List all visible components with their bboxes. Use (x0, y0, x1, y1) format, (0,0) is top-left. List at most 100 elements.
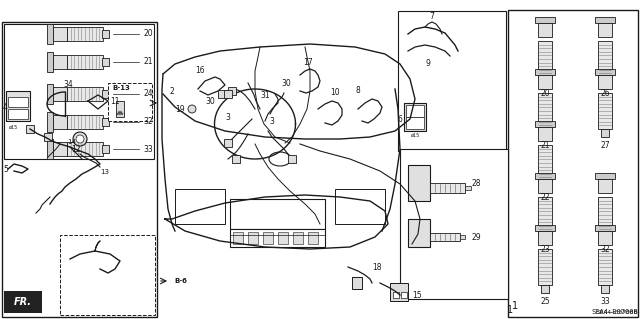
Text: 9: 9 (426, 59, 431, 68)
Text: 6: 6 (397, 115, 402, 123)
Text: 26: 26 (600, 89, 610, 98)
Text: B-13: B-13 (112, 85, 130, 91)
Ellipse shape (269, 152, 291, 166)
Bar (2, 22, 157, 317)
Bar (598, 75, 612, 89)
Bar (230, 199, 325, 229)
Text: 25: 25 (540, 297, 550, 306)
Bar (538, 231, 552, 245)
Bar (308, 232, 318, 244)
Text: SEA4–E0700B: SEA4–E0700B (591, 309, 638, 315)
Text: 32: 32 (143, 117, 152, 127)
Ellipse shape (73, 132, 87, 146)
Bar (47, 112, 53, 132)
Bar (102, 118, 109, 126)
Bar (230, 229, 325, 247)
Bar (288, 155, 296, 163)
Bar (601, 129, 609, 137)
Bar (53, 142, 67, 156)
Bar (102, 58, 109, 66)
Bar (53, 27, 67, 41)
Bar (248, 232, 258, 244)
Bar (595, 17, 615, 23)
Text: 31: 31 (260, 91, 270, 100)
Bar (538, 41, 552, 77)
Bar (598, 249, 612, 285)
Bar (538, 179, 552, 193)
Bar (263, 232, 273, 244)
Bar (406, 117, 424, 129)
Bar (508, 10, 638, 317)
Text: 17: 17 (303, 58, 313, 67)
Text: 1: 1 (507, 305, 513, 315)
Bar (408, 219, 430, 247)
Bar (8, 109, 28, 119)
Bar (67, 27, 103, 41)
Text: 24: 24 (143, 90, 152, 99)
Text: 2: 2 (170, 86, 174, 95)
Bar (541, 285, 549, 293)
Text: 21: 21 (540, 141, 550, 150)
Bar (228, 87, 236, 95)
Bar (460, 235, 465, 239)
Bar (401, 292, 407, 298)
Bar (535, 69, 555, 75)
Bar (102, 90, 109, 98)
Bar (601, 77, 609, 85)
Bar (538, 145, 552, 181)
Bar (538, 197, 552, 233)
Text: B-6: B-6 (174, 278, 187, 284)
Ellipse shape (76, 135, 84, 143)
Bar (538, 249, 552, 285)
Text: 32: 32 (600, 245, 610, 254)
Bar (67, 142, 103, 156)
Bar (541, 233, 549, 241)
Bar (116, 101, 124, 117)
Bar (538, 23, 552, 37)
Text: 33: 33 (600, 297, 610, 306)
Text: 20: 20 (540, 89, 550, 98)
Bar (598, 23, 612, 37)
Bar (53, 55, 67, 69)
Bar (233, 232, 243, 244)
Bar (102, 145, 109, 153)
Bar (6, 91, 30, 121)
Text: 15: 15 (412, 291, 422, 300)
Text: 3: 3 (269, 116, 275, 125)
Bar (541, 181, 549, 189)
Bar (108, 83, 152, 121)
Bar (175, 189, 225, 224)
Text: SEA4–E0700B: SEA4–E0700B (596, 310, 638, 315)
Bar (535, 17, 555, 23)
Bar (406, 105, 424, 117)
Bar (538, 93, 552, 129)
Bar (541, 77, 549, 85)
Bar (598, 93, 612, 129)
Bar (47, 84, 53, 104)
Bar (430, 233, 460, 241)
Text: 10: 10 (330, 88, 340, 97)
Bar (598, 179, 612, 193)
Text: 18: 18 (372, 263, 381, 271)
Bar (598, 231, 612, 245)
Bar (47, 139, 53, 159)
Bar (595, 225, 615, 231)
Bar (102, 30, 109, 38)
Bar (224, 90, 232, 98)
Text: 23: 23 (540, 245, 550, 254)
Bar (535, 121, 555, 127)
Bar (218, 90, 226, 98)
Bar (224, 139, 232, 147)
Bar (47, 24, 53, 44)
Text: 3: 3 (225, 113, 230, 122)
Text: 21: 21 (143, 57, 152, 66)
Text: 34: 34 (63, 80, 73, 89)
Text: 16: 16 (195, 66, 205, 75)
Bar (352, 277, 362, 289)
Bar (47, 52, 53, 72)
Text: ø15: ø15 (8, 125, 18, 130)
Bar (595, 173, 615, 179)
Bar (430, 183, 465, 193)
Bar (4, 291, 42, 313)
Bar (335, 189, 385, 224)
